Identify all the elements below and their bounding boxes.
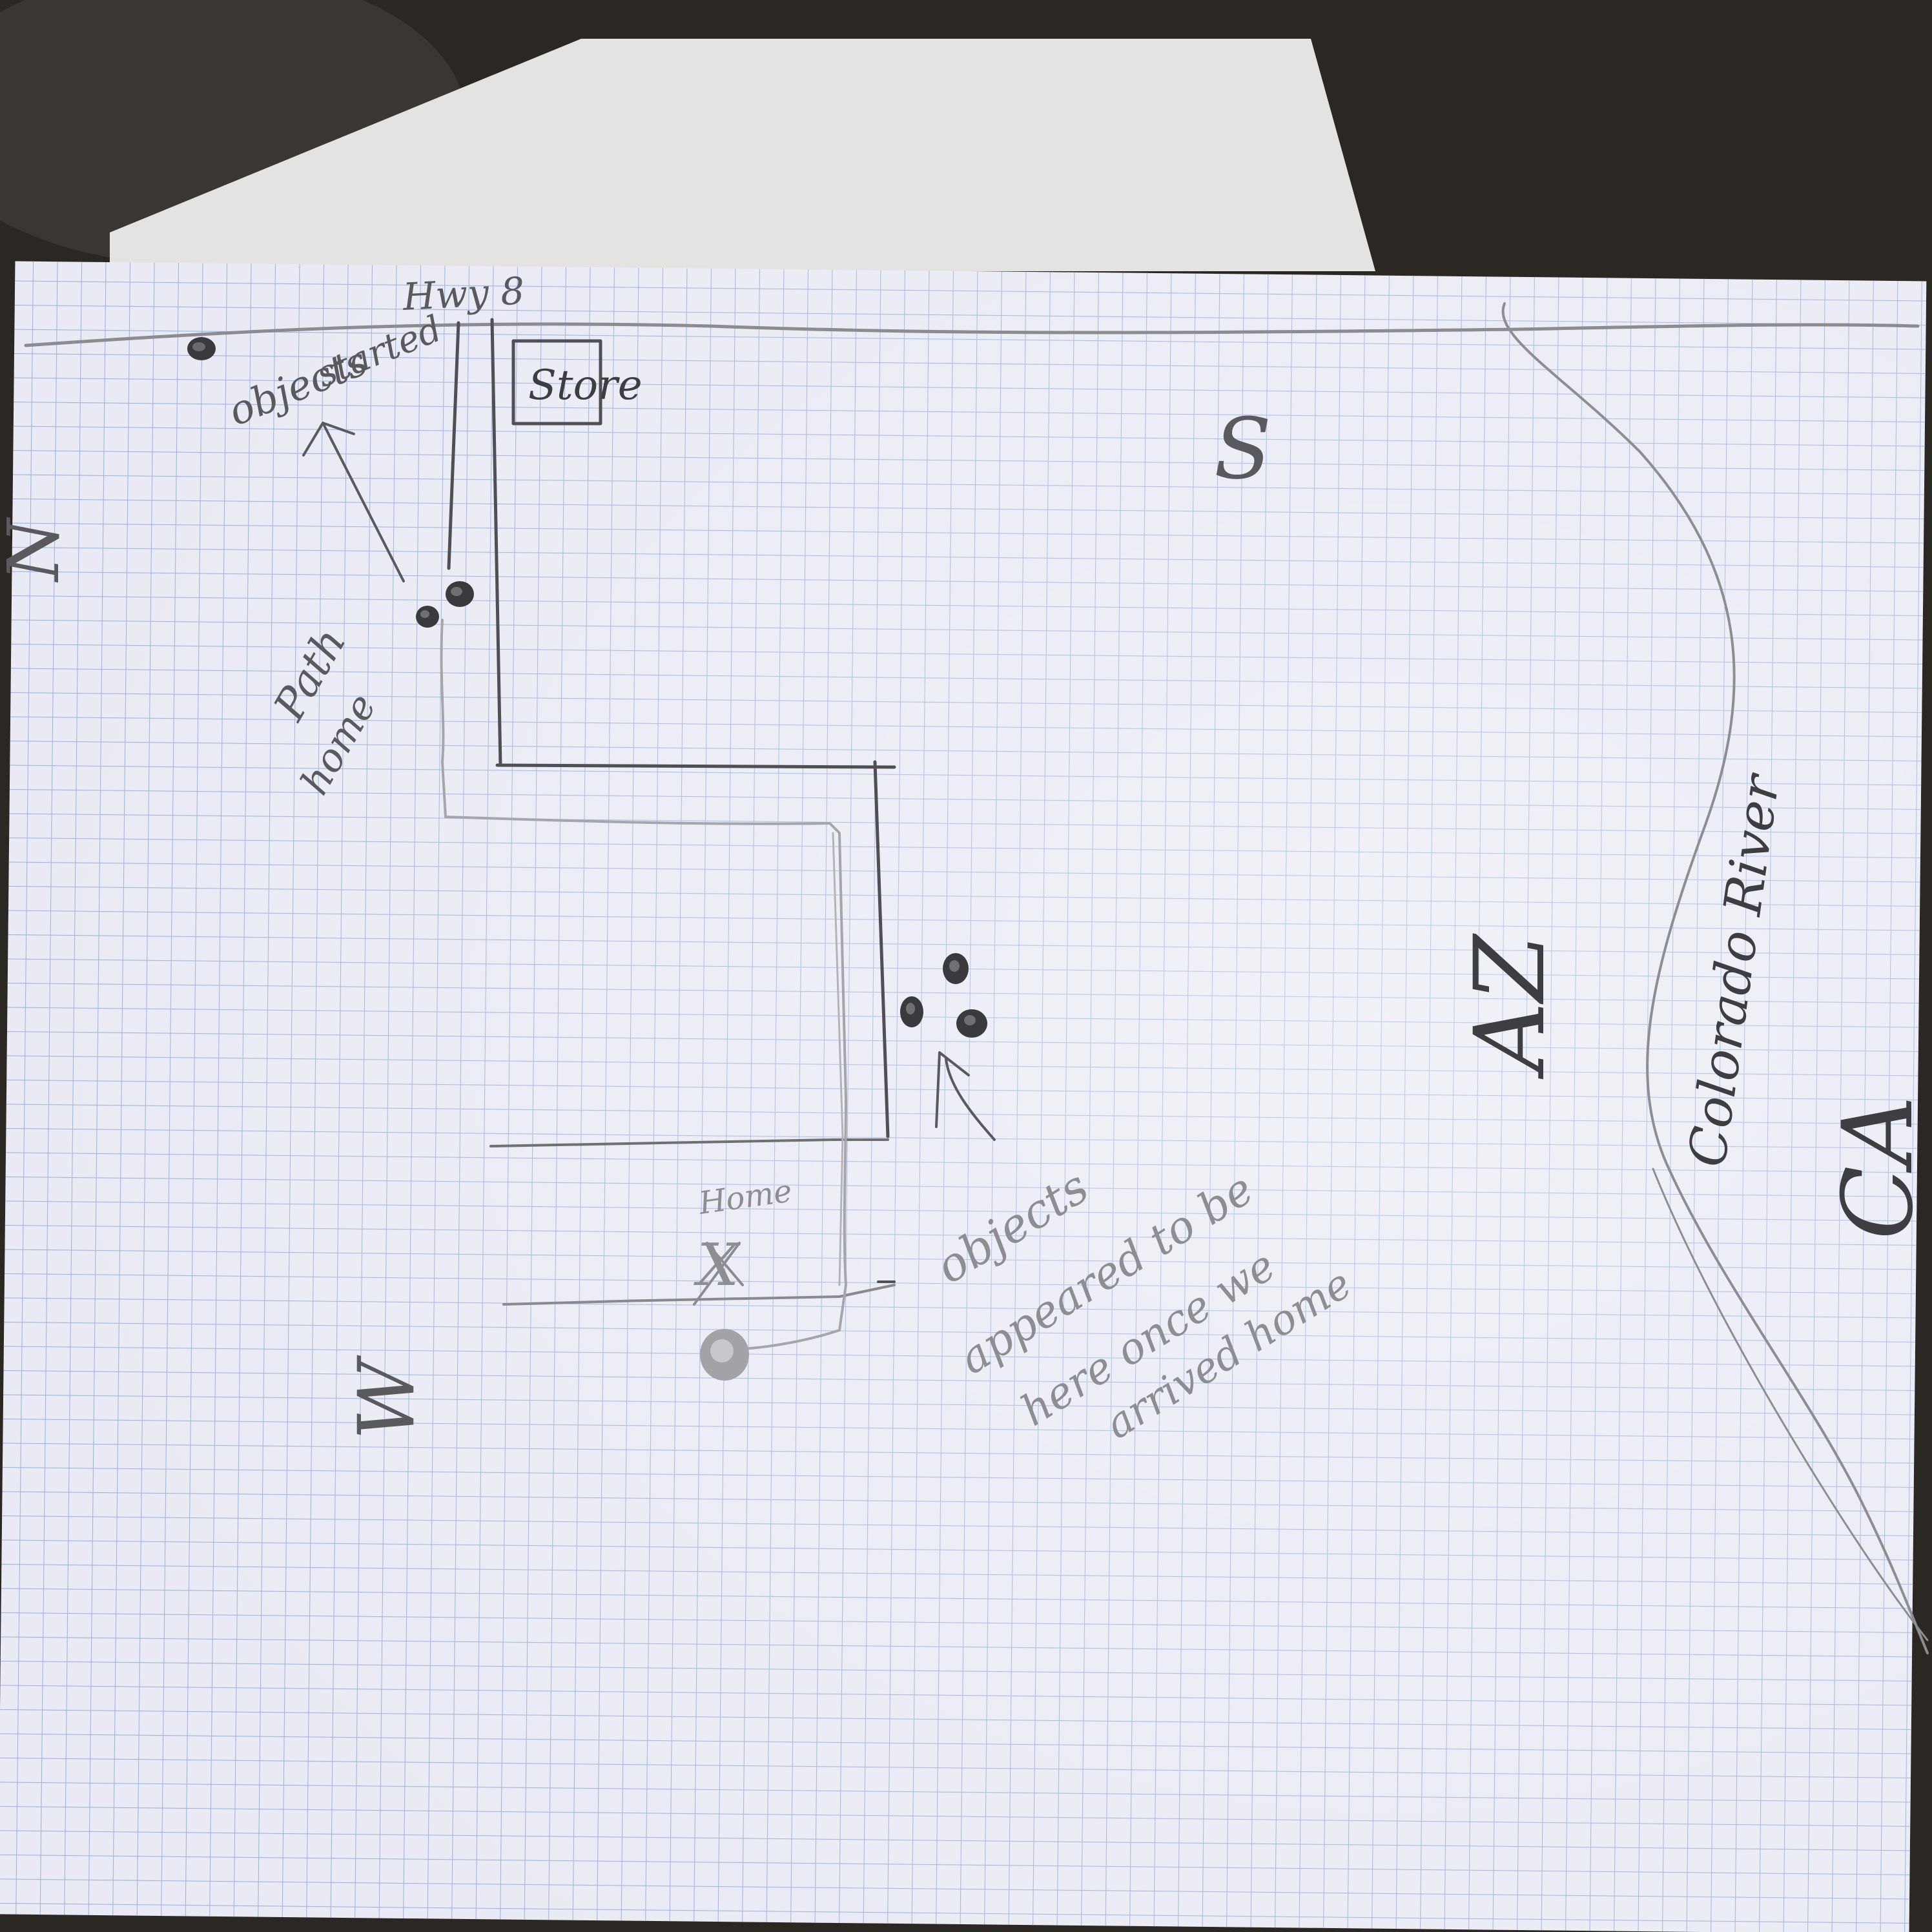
state-az-label: AZ (1454, 933, 1567, 1080)
store-label: Store (528, 362, 642, 409)
arrow-objects-appeared (935, 1051, 996, 1141)
object-dot (416, 606, 439, 628)
path-home-trail (440, 619, 847, 1351)
object-dot (943, 953, 969, 984)
road-lower-horizontal (502, 1284, 896, 1306)
state-ca-label: CA (1822, 1096, 1932, 1240)
grid-paper-sheet (0, 261, 1927, 1932)
road-middle-horizontal (489, 1138, 889, 1147)
road-horizontal (495, 763, 896, 769)
envelope-behind (110, 39, 1375, 271)
river-lower-branch (1652, 1167, 1929, 1641)
object-dots (187, 337, 987, 1381)
map-drawing (24, 302, 1929, 1654)
compass-south: S (1214, 400, 1271, 498)
store-box (511, 339, 602, 426)
road-right-vertical (873, 760, 890, 1138)
path-home-trail-inner (832, 832, 844, 1286)
road-vertical-left (447, 321, 460, 570)
compass-west: W (342, 1355, 432, 1440)
highway-line (24, 322, 1920, 347)
object-dot (956, 1009, 987, 1038)
object-dot-light (700, 1329, 749, 1381)
road-vertical-right (490, 318, 502, 767)
highway-label: Hwy 8 (401, 269, 526, 319)
object-dot (187, 337, 216, 360)
arrow-objects-started (302, 422, 405, 582)
compass-north: N (0, 517, 75, 583)
home-x-marker: X (694, 1231, 741, 1299)
home-x-stroke (693, 1242, 744, 1306)
river-line (1501, 302, 1929, 1654)
object-dot (446, 581, 474, 607)
object-dot (900, 996, 923, 1027)
